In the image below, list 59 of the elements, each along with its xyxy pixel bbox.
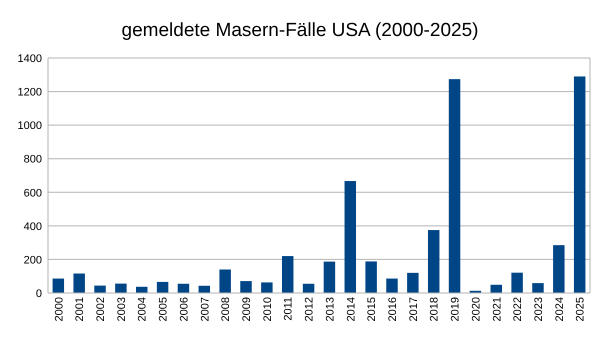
bar (428, 230, 440, 293)
y-tick-label: 600 (24, 187, 42, 200)
x-tick-label: 2018 (428, 297, 441, 322)
bar (219, 270, 231, 293)
x-tick-label: 2000 (53, 297, 66, 322)
x-tick-label: 2007 (199, 297, 212, 322)
y-tick-label: 1200 (18, 86, 42, 99)
x-tick-label: 2013 (324, 297, 336, 322)
x-tick-label: 2022 (512, 297, 524, 322)
x-tick-label: 2024 (554, 297, 566, 322)
bar (282, 256, 294, 293)
bar (240, 281, 252, 293)
x-tick-label: 2016 (386, 297, 399, 322)
x-tick-label: 2005 (158, 297, 170, 322)
y-tick-label: 400 (24, 220, 42, 233)
y-tick-label: 1000 (18, 120, 42, 132)
x-tick-label: 2015 (366, 297, 378, 322)
bar (94, 286, 106, 293)
x-tick-label: 2025 (574, 297, 587, 322)
bar (553, 245, 565, 293)
bar (115, 284, 127, 293)
x-tick-label: 2001 (74, 297, 86, 322)
bar (302, 284, 314, 293)
bar (156, 282, 168, 293)
x-tick-label: 2003 (116, 297, 128, 322)
x-tick-label: 2021 (491, 297, 504, 322)
y-tick-label: 0 (36, 288, 42, 300)
x-tick-label: 2017 (408, 297, 420, 322)
bar (532, 283, 544, 293)
x-tick-label: 2008 (220, 297, 232, 322)
x-tick-label: 2009 (241, 297, 254, 322)
bar (52, 278, 64, 293)
bar (198, 286, 210, 293)
bar (407, 272, 419, 293)
bar (344, 181, 356, 293)
x-tick-label: 2020 (470, 297, 482, 322)
bar (365, 261, 377, 293)
x-tick-label: 2012 (304, 297, 316, 322)
bar (261, 282, 273, 293)
x-tick-label: 2002 (95, 297, 108, 322)
bar (73, 274, 85, 293)
bar (511, 272, 523, 293)
bar (490, 284, 502, 293)
bar (178, 284, 190, 293)
y-tick-label: 800 (24, 154, 42, 166)
x-tick-label: 2004 (136, 297, 149, 322)
x-tick-label: 2019 (450, 297, 462, 322)
bar (574, 76, 586, 293)
y-tick-label: 1400 (18, 53, 42, 65)
y-tick-label: 200 (24, 254, 42, 266)
x-tick-label: 2006 (178, 297, 190, 322)
x-tick-label: 2010 (262, 297, 274, 322)
bar (324, 262, 336, 293)
chart-title: gemeldete Masern-Fälle USA (2000-2025) (122, 20, 478, 41)
bar (386, 278, 398, 293)
x-tick-label: 2014 (345, 297, 358, 322)
bar (448, 79, 460, 293)
x-tick-label: 2011 (282, 297, 295, 321)
x-tick-label: 2023 (532, 297, 545, 322)
